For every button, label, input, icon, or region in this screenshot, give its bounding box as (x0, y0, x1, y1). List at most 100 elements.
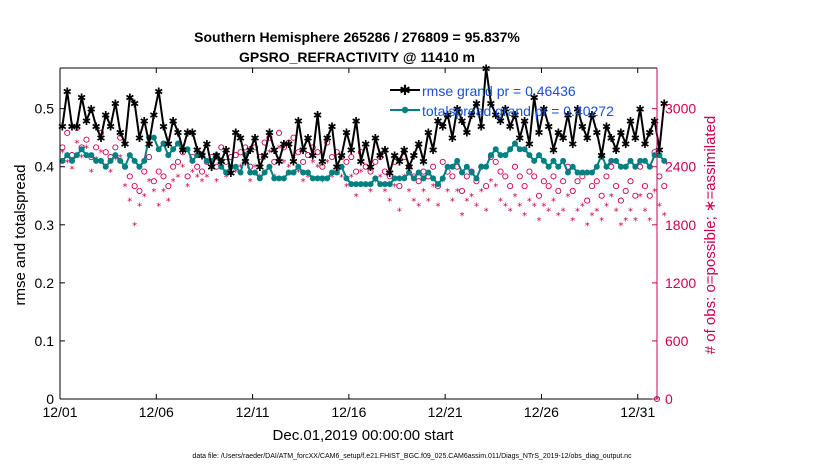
obs-assimilated-point: * (161, 187, 166, 198)
rmse-point: ✱ (554, 126, 563, 139)
obs-possible-point (613, 183, 620, 190)
rmse-point: ✱ (549, 144, 558, 157)
spread-point (261, 169, 268, 176)
obs-assimilated-point: * (296, 168, 301, 179)
rmse-point: ✱ (106, 121, 115, 134)
obs-assimilated-point: * (147, 177, 152, 188)
obs-assimilated-point: * (655, 395, 660, 406)
spread-point (319, 175, 326, 182)
rmse-point: ✱ (197, 150, 206, 163)
spread-point (656, 152, 663, 159)
rmse-point: ✱ (631, 132, 640, 145)
obs-assimilated-point: * (286, 163, 291, 174)
spread-point (536, 152, 543, 159)
rmse-point: ✱ (130, 97, 139, 110)
spread-point (401, 175, 408, 182)
rmse-point: ✱ (279, 138, 288, 151)
plot-area (60, 68, 657, 399)
spread-point (579, 169, 586, 176)
rmse-point: ✱ (265, 126, 274, 139)
obs-possible-point (511, 163, 519, 170)
spread-point (107, 157, 114, 164)
rmse-point: ✱ (58, 121, 67, 134)
obs-possible-point (131, 183, 138, 190)
rmse-point: ✱ (645, 126, 654, 139)
spread-point (564, 169, 571, 176)
obs-possible-point (93, 144, 100, 151)
rmse-point: ✱ (284, 138, 293, 151)
rmse-point: ✱ (202, 138, 211, 151)
obs-assimilated-point: * (450, 197, 455, 208)
obs-assimilated-point: * (373, 177, 378, 188)
obs-assimilated-point: * (127, 197, 132, 208)
spread-point (516, 146, 523, 153)
obs-assimilated-point: * (248, 177, 253, 188)
obs-assimilated-point: * (508, 206, 513, 217)
obs-assimilated-point: * (378, 172, 383, 183)
obs-assimilated-point: * (368, 187, 373, 198)
rmse-point: ✱ (376, 150, 385, 163)
chart-title-line2: GPSRO_REFRACTIVITY @ 11410 m (239, 49, 475, 65)
legend-label-rmse: rmse grand pr = 0.46436 (422, 83, 576, 99)
obs-possible-point (584, 197, 591, 204)
rmse-point: ✱ (356, 155, 365, 168)
obs-assimilated-point: * (277, 143, 282, 154)
obs-assimilated-point: * (484, 206, 489, 217)
obs-assimilated-point: * (642, 206, 647, 217)
spread-point (449, 163, 456, 170)
spread-point (497, 152, 504, 159)
obs-possible-point (367, 168, 374, 175)
obs-assimilated-point: * (565, 192, 570, 203)
obs-possible-point (656, 173, 663, 180)
rmse-point: ✱ (424, 126, 433, 139)
obs-assimilated-point: * (122, 182, 127, 193)
obs-assimilated-point: * (556, 211, 561, 222)
obs-possible-point (430, 163, 437, 170)
obs-possible-point (550, 173, 557, 180)
line-layer: ✱✱✱✱✱✱✱✱✱✱✱✱✱✱✱✱✱✱✱✱✱✱✱✱✱✱✱✱✱✱✱✱✱✱✱✱✱✱✱✱… (58, 63, 669, 188)
y-right-tick-label: 2400 (665, 159, 696, 175)
spread-point (661, 157, 668, 164)
obs-assimilated-point: * (166, 197, 171, 208)
spread-point (511, 140, 518, 147)
rmse-point: ✱ (371, 132, 380, 145)
y-axis-label-left: rmse and totalspread (12, 165, 29, 306)
spread-point (256, 175, 263, 182)
obs-possible-point (531, 173, 538, 180)
obs-assimilated-point: * (575, 206, 580, 217)
spread-point (78, 146, 85, 153)
spread-point (637, 157, 644, 164)
rmse-point: ✱ (520, 115, 529, 128)
spread-point (266, 163, 273, 170)
rmse-point: ✱ (63, 86, 72, 99)
obs-assimilated-point: * (315, 163, 320, 174)
obs-assimilated-point: * (662, 211, 667, 222)
spread-point (189, 157, 196, 164)
spread-point (348, 181, 355, 188)
obs-assimilated-point: * (60, 148, 65, 159)
obs-assimilated-point: * (532, 201, 537, 212)
rmse-point: ✱ (496, 115, 505, 128)
obs-assimilated-point: * (344, 182, 349, 193)
rmse-point: ✱ (510, 109, 519, 122)
rmse-point: ✱ (486, 97, 495, 110)
obs-assimilated-point: * (590, 211, 595, 222)
rmse-point: ✱ (467, 109, 476, 122)
obs-assimilated-point: * (426, 197, 431, 208)
obs-assimilated-point: * (325, 158, 330, 169)
spread-point (569, 163, 576, 170)
obs-assimilated-point: * (498, 197, 503, 208)
obs-assimilated-point: * (546, 206, 551, 217)
obs-possible-point (304, 152, 311, 159)
obs-assimilated-point: * (224, 172, 229, 183)
rmse-point: ✱ (506, 121, 515, 134)
spread-point (550, 157, 557, 164)
obs-possible-point (372, 158, 379, 165)
rmse-point: ✱ (226, 167, 235, 180)
obs-assimilated-point: * (387, 197, 392, 208)
obs-assimilated-point: * (638, 192, 643, 203)
ticks: 12/01 12/06 12/11 12/16 12/21 12/26 12/31 0 0.1 0… (35, 68, 696, 420)
rmse-point: ✱ (188, 126, 197, 139)
rmse-point: ✱ (650, 115, 659, 128)
obs-assimilated-point: * (151, 187, 156, 198)
